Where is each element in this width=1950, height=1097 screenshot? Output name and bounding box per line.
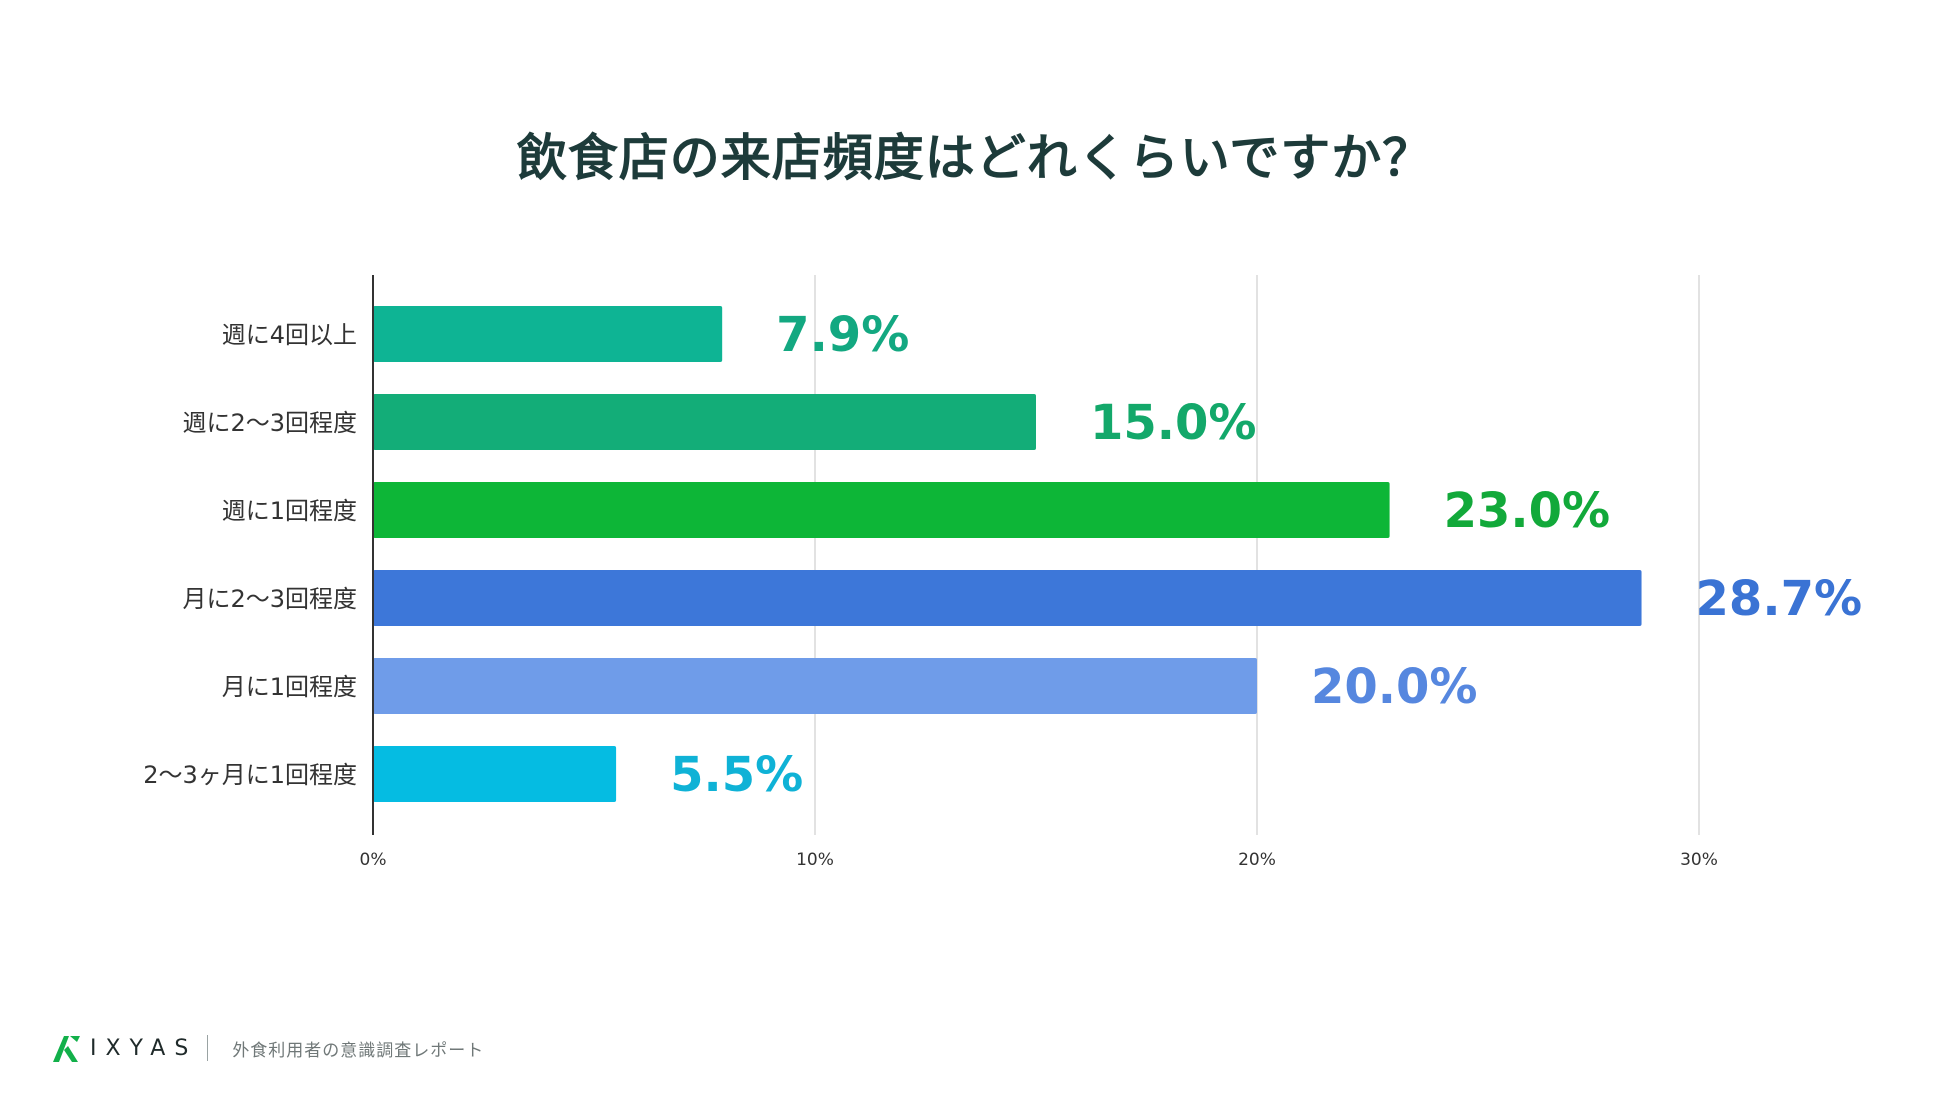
category-label: 月に2〜3回程度 <box>182 585 357 613</box>
x-tick-label: 0% <box>360 850 387 870</box>
bar <box>373 570 1642 626</box>
footer: IXYAS 外食利用者の意識調査レポート <box>50 1030 484 1066</box>
x-tick-labels: 0% 10% 20% 30% <box>360 850 1718 870</box>
grid-lines <box>814 275 1700 835</box>
data-label: 23.0% <box>1444 483 1611 539</box>
footer-caption: 外食利用者の意識調査レポート <box>232 1040 485 1061</box>
category-label: 週に2〜3回程度 <box>182 409 357 437</box>
ixyas-logo-icon <box>53 1036 80 1062</box>
category-label: 月に1回程度 <box>222 673 357 701</box>
bars <box>373 306 1642 802</box>
data-label: 20.0% <box>1311 659 1478 715</box>
footer-divider <box>207 1035 209 1061</box>
category-label: 2〜3ヶ月に1回程度 <box>143 761 357 789</box>
x-tick-label: 30% <box>1680 850 1718 870</box>
data-label: 7.9% <box>776 307 909 363</box>
data-label: 28.7% <box>1696 571 1863 627</box>
value-labels: 7.9% 15.0% 23.0% 28.7% 20.0% 5.5% <box>670 307 1862 803</box>
bar <box>373 394 1036 450</box>
bar <box>373 482 1390 538</box>
bar <box>373 658 1257 714</box>
category-label: 週に4回以上 <box>222 321 357 349</box>
data-label: 5.5% <box>670 747 803 803</box>
x-tick-label: 10% <box>796 850 834 870</box>
bar-chart: 7.9% 15.0% 23.0% 28.7% 20.0% 5.5% 週に4回以上週に2〜3… <box>143 275 1862 870</box>
data-label: 15.0% <box>1090 395 1257 451</box>
category-label: 週に1回程度 <box>222 497 357 525</box>
bar <box>373 306 723 362</box>
logo-text: IXYAS <box>90 1035 198 1061</box>
x-tick-label: 20% <box>1238 850 1276 870</box>
chart-title: 飲食店の来店頻度はどれくらいですか？ <box>516 129 1434 187</box>
bar <box>373 746 617 802</box>
